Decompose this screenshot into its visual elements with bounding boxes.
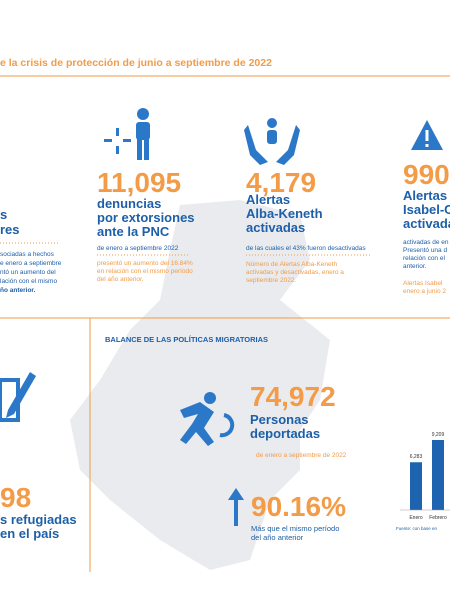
refugees-label: en el país [0, 526, 59, 541]
hands-icon [244, 118, 300, 165]
col3-number: 4,179 [246, 167, 316, 198]
col2-title: denuncias [97, 196, 161, 211]
header-title: e la crisis de protección de junio a sep… [0, 57, 272, 69]
pencil-icon [0, 372, 36, 422]
migration-label: deportadas [250, 426, 320, 441]
col3-note: Número de Alertas Alba-Keneth [246, 261, 337, 268]
col3-title: Alba-Keneth [246, 206, 323, 221]
col2-note: del año anterior. [97, 276, 144, 283]
col2-period: de enero a septiembre 2022 [97, 245, 179, 252]
col3-note: activadas y desactivadas, enero a [246, 269, 344, 276]
bar-value-label: 6,283 [410, 454, 423, 460]
col2-number: 11,095 [97, 167, 181, 198]
note-line: lación con el mismo [0, 278, 57, 285]
up-arrow-icon [228, 488, 244, 526]
warning-icon [411, 120, 443, 150]
col1-title: res [0, 222, 20, 237]
bar-value-label: 9,209 [432, 432, 445, 438]
col4-number: 990 [403, 159, 450, 190]
col3-title: activadas [246, 220, 305, 235]
col4-period: anterior. [403, 263, 427, 270]
col3-note: septiembre 2022. [246, 277, 296, 284]
note-line: sociadas a hechos [0, 251, 55, 258]
col4-period: Presentó una d [403, 247, 447, 254]
map-silhouette [70, 200, 330, 570]
refugees-label: s refugiadas [0, 512, 77, 527]
chart-source: Fuente: con base en [396, 526, 438, 531]
bar [432, 440, 444, 510]
refugees-number: 98 [0, 482, 31, 513]
col4-title: Alertas [403, 188, 447, 203]
col1-title: s [0, 207, 7, 222]
bar-category-label: Febrero [429, 515, 447, 521]
person-icon [104, 108, 150, 160]
migration-period: de enero a septiembre de 2022 [256, 452, 347, 459]
bar [410, 462, 422, 510]
note-line: e enero a septiembre [0, 260, 62, 267]
migration-title: BALANCE DE LAS POLÍTICAS MIGRATORIAS [105, 335, 268, 344]
col1-note: sociadas a hechos e enero a septiembre n… [0, 251, 62, 294]
note-line: ño anterior. [0, 287, 36, 294]
percent-note: del año anterior [251, 533, 304, 542]
migration-number: 74,972 [250, 381, 336, 412]
migration-label: Personas [250, 412, 309, 427]
col4-period: activadas de en [403, 239, 449, 246]
col2-title: ante la PNC [97, 224, 170, 239]
col2-note: en relación con el mismo período [97, 268, 193, 275]
note-line: ntó un aumento del [0, 269, 56, 276]
col3-period: de las cuales el 43% fueron desactivadas [246, 245, 366, 252]
col4-period: relación con el [403, 255, 445, 262]
col4-note: enero a junio 2 [403, 288, 446, 295]
col4-note: Alertas Isabel [403, 280, 443, 287]
runner-icon [180, 392, 235, 446]
col4-title: activada [403, 216, 450, 231]
percent-note: Más que el mismo período [251, 524, 339, 533]
migration-percent: 90.16% [251, 491, 346, 522]
bar-category-label: Enero [409, 515, 423, 521]
col3-title: Alertas [246, 192, 290, 207]
col2-note: presentó un aumento del 16.84% [97, 260, 193, 267]
col2-title: por extorsiones [97, 210, 195, 225]
col4-title: Isabel-C [403, 202, 450, 217]
